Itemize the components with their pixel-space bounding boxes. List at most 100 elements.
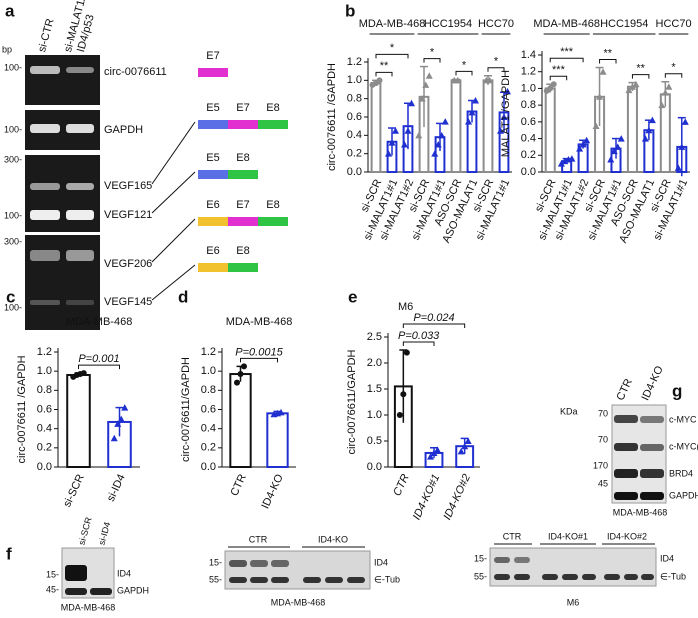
data-point — [434, 141, 442, 148]
lane-label: ID4-KO#1 — [548, 531, 588, 541]
significance-bracket — [78, 364, 120, 370]
exon-label: E5 — [206, 152, 219, 164]
data-point — [628, 83, 636, 90]
data-point — [80, 370, 87, 377]
cell-label: MDA-MB-468 — [613, 507, 668, 517]
bar — [370, 82, 382, 173]
blot — [224, 546, 371, 590]
data-point — [661, 89, 669, 96]
kda-label: KDa — [560, 406, 578, 416]
data-point — [583, 136, 591, 144]
y-tick-label: 1.0 — [367, 409, 382, 421]
bar — [482, 79, 494, 173]
x-tick-label: si-ID4 — [105, 472, 128, 503]
data-point — [422, 81, 430, 88]
cell-label: MDA-MB-468 — [271, 597, 326, 607]
y-axis-label: circ-0076611/GAPDH — [346, 349, 358, 454]
significance-label: *** — [560, 46, 574, 58]
significance-label: ** — [603, 47, 612, 59]
data-point — [561, 157, 569, 165]
y-tick-label: 0.4 — [201, 423, 216, 435]
y-tick-label: 1.2 — [37, 346, 52, 358]
product-label: GAPDH — [104, 124, 143, 136]
chart-title: MDA-MB-468 — [226, 316, 293, 328]
data-point — [418, 95, 426, 102]
data-point — [117, 415, 125, 423]
y-tick-label: 2.5 — [367, 331, 382, 343]
data-point — [592, 122, 600, 130]
data-point — [454, 76, 462, 84]
protein-label: ∈-Tub — [660, 571, 686, 581]
y-tick-label: 1.0 — [347, 74, 362, 86]
y-tick-label: 0.6 — [521, 116, 536, 128]
y-tick-label: 0.8 — [201, 384, 216, 396]
data-point — [114, 420, 122, 427]
data-point — [547, 85, 554, 92]
size-marker: 15- — [209, 557, 222, 567]
data-point — [632, 80, 640, 88]
protein-label: GAPDH — [669, 490, 698, 500]
exon — [258, 217, 288, 226]
group-label: MDA-MB-468 — [533, 18, 600, 30]
significance-bracket — [375, 71, 393, 77]
bar — [266, 412, 289, 469]
protein-label: ID4 — [117, 568, 131, 578]
data-point — [408, 99, 415, 107]
exon-label: E5 — [206, 102, 219, 114]
exon — [228, 120, 258, 129]
y-tick-label: 1.0 — [521, 82, 536, 94]
significance-label: * — [494, 56, 499, 68]
size-marker: 45- — [46, 584, 59, 594]
panel-label: g — [672, 381, 682, 400]
significance-label: *** — [552, 64, 566, 76]
significance-label: P=0.024 — [413, 312, 454, 324]
exon-label: E7 — [206, 50, 219, 62]
protein-label: ID4 — [374, 557, 388, 567]
significance-bracket — [455, 70, 473, 76]
exon-label: E6 — [206, 199, 219, 211]
lane-label: CTR — [249, 534, 268, 544]
panel-label: d — [178, 287, 188, 306]
exon — [228, 170, 258, 179]
lane-label: ID4-KO — [318, 534, 348, 544]
y-tick-label: 1.5 — [367, 383, 382, 395]
y-tick-label: 0.6 — [37, 403, 52, 415]
data-point — [658, 101, 666, 109]
significance-bracket — [375, 53, 409, 59]
significance-label: ** — [636, 62, 645, 74]
y-tick-label: 0.8 — [37, 384, 52, 396]
y-tick-label: 0.0 — [347, 166, 362, 178]
data-point — [617, 135, 625, 142]
x-tick-label: ID4-KO#1 — [411, 472, 443, 521]
blot — [61, 547, 115, 599]
data-point — [110, 434, 118, 442]
exon — [228, 263, 258, 272]
significance-bracket — [402, 323, 466, 328]
lane-label: si-CTR — [36, 17, 56, 53]
significance-label: P=0.001 — [78, 353, 119, 365]
data-point — [674, 164, 682, 171]
size-marker: 55- — [474, 571, 487, 581]
data-point — [465, 118, 472, 125]
data-point — [504, 87, 511, 95]
panel-label: b — [345, 1, 355, 20]
exon-label: E7 — [236, 199, 249, 211]
lane-label: CTR — [503, 531, 522, 541]
data-point — [645, 126, 653, 134]
data-point — [376, 77, 383, 84]
data-point — [415, 131, 423, 139]
y-tick-label: 0.4 — [521, 132, 536, 144]
blot — [489, 543, 657, 587]
chart-title: MDA-MB-468 — [66, 316, 133, 328]
exon — [198, 263, 228, 272]
bar — [626, 85, 638, 173]
size-marker: 300- — [4, 154, 22, 164]
protein-label: c-MYC — [669, 414, 697, 424]
data-point — [403, 349, 410, 356]
data-point — [625, 86, 633, 94]
data-point — [610, 147, 618, 155]
y-axis-label: circ-0076611 /GAPDH — [16, 355, 28, 463]
significance-bracket — [402, 341, 435, 346]
y-tick-label: 1.2 — [521, 66, 536, 78]
